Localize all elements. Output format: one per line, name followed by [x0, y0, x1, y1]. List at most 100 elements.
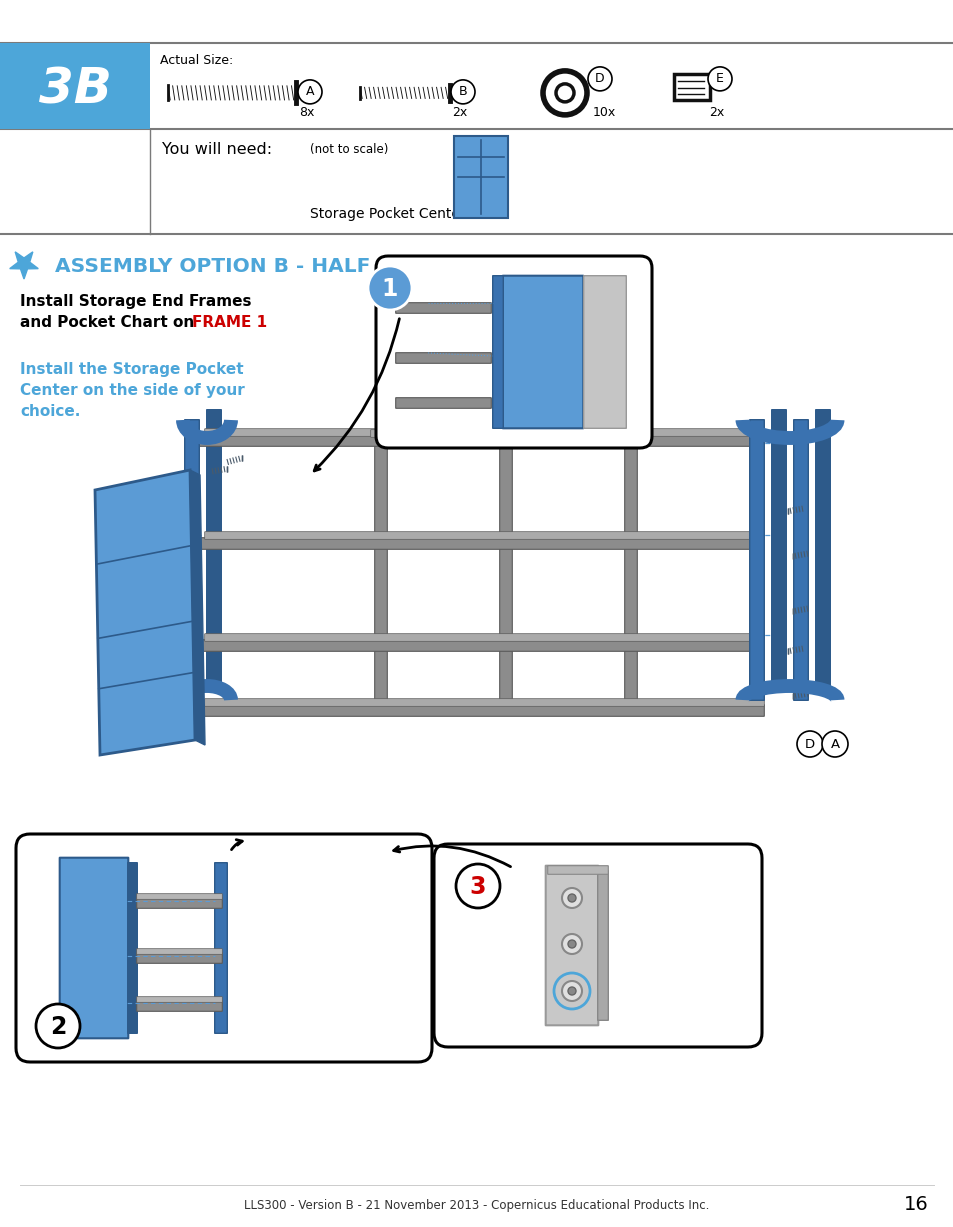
FancyBboxPatch shape [16, 834, 432, 1063]
Circle shape [542, 71, 586, 115]
Circle shape [92, 861, 111, 879]
Text: 3: 3 [469, 875, 486, 899]
FancyBboxPatch shape [205, 428, 763, 437]
Circle shape [451, 80, 475, 104]
Text: D: D [98, 865, 106, 875]
FancyBboxPatch shape [198, 704, 763, 717]
FancyBboxPatch shape [375, 256, 651, 448]
FancyBboxPatch shape [547, 866, 608, 875]
FancyBboxPatch shape [136, 1001, 222, 1011]
FancyBboxPatch shape [815, 410, 829, 691]
Text: D: D [804, 737, 814, 751]
FancyBboxPatch shape [793, 420, 807, 701]
FancyBboxPatch shape [185, 420, 199, 701]
Circle shape [561, 888, 581, 908]
FancyBboxPatch shape [136, 948, 222, 955]
FancyBboxPatch shape [198, 434, 763, 447]
Circle shape [346, 957, 364, 975]
Circle shape [69, 994, 87, 1012]
Circle shape [280, 934, 297, 952]
FancyBboxPatch shape [0, 43, 150, 129]
FancyBboxPatch shape [60, 858, 128, 1038]
FancyBboxPatch shape [492, 276, 503, 428]
Polygon shape [10, 252, 38, 279]
Text: E: E [352, 961, 358, 971]
Circle shape [525, 411, 543, 429]
Circle shape [456, 864, 499, 908]
Text: D: D [92, 998, 101, 1009]
Text: B: B [78, 865, 86, 875]
Text: A: A [305, 86, 314, 98]
FancyBboxPatch shape [136, 996, 222, 1002]
Text: B: B [266, 937, 274, 948]
FancyBboxPatch shape [620, 429, 638, 437]
Text: 3B: 3B [38, 66, 112, 114]
Circle shape [504, 411, 522, 429]
FancyBboxPatch shape [205, 633, 763, 642]
Text: (not to scale): (not to scale) [310, 142, 388, 156]
Text: FRAME 1: FRAME 1 [192, 315, 267, 330]
FancyBboxPatch shape [624, 434, 637, 710]
Circle shape [561, 934, 581, 955]
Text: LLS300 - Version B - 21 November 2013 - Copernicus Educational Products Inc.: LLS300 - Version B - 21 November 2013 - … [244, 1199, 709, 1211]
Text: and Pocket Chart on: and Pocket Chart on [20, 315, 199, 330]
Text: E: E [716, 72, 723, 86]
Text: 1: 1 [381, 277, 397, 301]
Circle shape [567, 940, 576, 948]
FancyBboxPatch shape [454, 136, 507, 218]
Circle shape [561, 982, 581, 1001]
Text: D: D [595, 72, 604, 86]
Circle shape [556, 83, 574, 102]
Text: 10x: 10x [592, 107, 615, 119]
Circle shape [274, 1009, 292, 1027]
FancyBboxPatch shape [136, 898, 222, 908]
FancyBboxPatch shape [502, 276, 582, 428]
FancyBboxPatch shape [198, 537, 763, 550]
Text: Storage Pocket Center x 1: Storage Pocket Center x 1 [310, 207, 491, 221]
Text: ASSEMBLY OPTION B - HALF HEIGHT UNIT: ASSEMBLY OPTION B - HALF HEIGHT UNIT [48, 256, 523, 276]
Circle shape [707, 67, 731, 91]
FancyBboxPatch shape [771, 410, 785, 691]
Text: 2: 2 [50, 1015, 66, 1039]
Text: 16: 16 [902, 1195, 927, 1215]
FancyBboxPatch shape [583, 276, 625, 428]
Circle shape [368, 266, 412, 310]
FancyBboxPatch shape [205, 698, 763, 707]
Text: Install the Storage Pocket
Center on the side of your
choice.: Install the Storage Pocket Center on the… [20, 362, 245, 418]
Circle shape [567, 894, 576, 902]
Text: A: A [74, 998, 81, 1009]
FancyBboxPatch shape [198, 639, 763, 652]
Text: D: D [285, 937, 293, 948]
FancyBboxPatch shape [207, 410, 221, 691]
Text: A: A [260, 1014, 267, 1023]
Text: D: D [278, 1014, 287, 1023]
FancyBboxPatch shape [673, 74, 709, 99]
Circle shape [88, 994, 106, 1012]
Text: Install Storage End Frames: Install Storage End Frames [20, 294, 252, 309]
Text: You will need:: You will need: [162, 141, 272, 157]
Text: 2x: 2x [709, 107, 724, 119]
FancyBboxPatch shape [395, 398, 491, 409]
Circle shape [73, 861, 91, 879]
FancyBboxPatch shape [499, 434, 512, 710]
Text: 2x: 2x [452, 107, 467, 119]
FancyBboxPatch shape [136, 893, 222, 899]
Circle shape [36, 1004, 80, 1048]
Circle shape [297, 80, 322, 104]
FancyBboxPatch shape [434, 844, 761, 1047]
Text: B: B [458, 86, 467, 98]
Circle shape [567, 987, 576, 995]
FancyBboxPatch shape [545, 866, 598, 1026]
FancyBboxPatch shape [395, 352, 491, 363]
Circle shape [796, 731, 822, 757]
FancyBboxPatch shape [214, 863, 227, 1033]
Text: Actual Size:: Actual Size: [160, 54, 233, 66]
Polygon shape [190, 470, 205, 745]
FancyBboxPatch shape [371, 429, 388, 437]
FancyBboxPatch shape [205, 531, 763, 540]
Circle shape [261, 934, 278, 952]
Circle shape [254, 1009, 273, 1027]
Text: A: A [510, 415, 517, 425]
FancyBboxPatch shape [375, 434, 387, 710]
Text: 8x: 8x [299, 107, 314, 119]
